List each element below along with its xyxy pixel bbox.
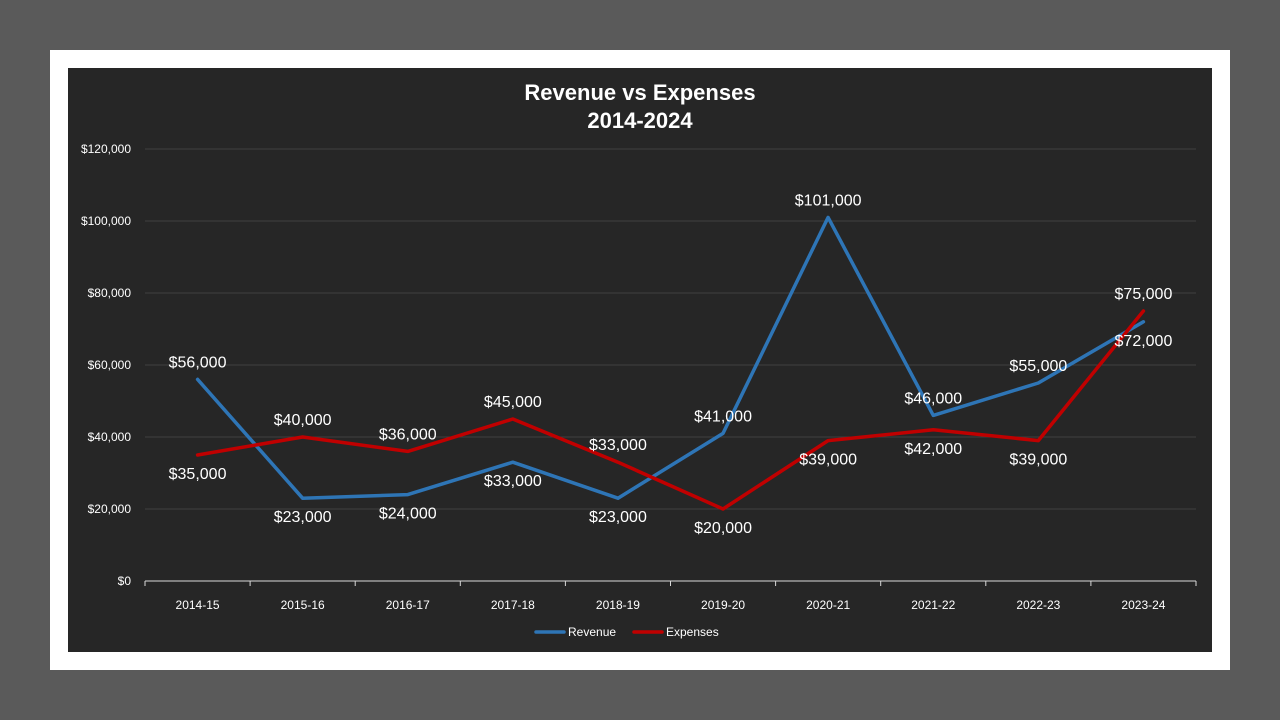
data-label-revenue: $33,000: [484, 473, 542, 490]
x-tick-label: 2023-24: [1121, 598, 1165, 612]
data-label-expenses: $75,000: [1115, 286, 1173, 303]
y-tick-label: $60,000: [88, 358, 132, 372]
data-label-revenue: $41,000: [694, 408, 752, 425]
x-tick-label: 2018-19: [596, 598, 640, 612]
data-label-revenue: $101,000: [795, 192, 862, 209]
data-label-revenue: $24,000: [379, 506, 437, 523]
data-label-expenses: $33,000: [589, 437, 647, 454]
x-tick-label: 2019-20: [701, 598, 745, 612]
data-label-expenses: $35,000: [169, 466, 227, 483]
data-label-revenue: $72,000: [1115, 333, 1173, 350]
data-label-revenue: $23,000: [274, 509, 332, 526]
chart-area: Revenue vs Expenses 2014-2024 $0 $20,000 $…: [68, 68, 1212, 652]
y-tick-label: $120,000: [81, 142, 131, 156]
legend-label-expenses: Expenses: [666, 625, 719, 639]
gridlines: [145, 148, 1196, 510]
y-tick-label: $80,000: [88, 286, 132, 300]
chart-title: Revenue vs Expenses: [524, 80, 755, 105]
series-line-expenses: [195, 309, 1146, 511]
x-tick-label: 2020-21: [806, 598, 850, 612]
series-line-revenue: [195, 215, 1146, 500]
y-axis-ticks: $0 $20,000 $40,000 $60,000 $80,000 $100,000 $1…: [81, 142, 131, 588]
y-tick-label: $0: [118, 574, 132, 588]
legend-label-revenue: Revenue: [568, 625, 616, 639]
chart-frame: Revenue vs Expenses 2014-2024 $0 $20,000 $…: [50, 50, 1230, 670]
data-label-expenses: $40,000: [274, 412, 332, 429]
chart-subtitle: 2014-2024: [587, 108, 693, 133]
x-axis: 2014-15 2015-16 2016-17 2017-18 2018-19 2019-…: [144, 580, 1197, 612]
data-label-expenses: $39,000: [799, 452, 857, 469]
y-tick-label: $40,000: [88, 430, 132, 444]
x-tick-label: 2017-18: [491, 598, 535, 612]
data-label-revenue: $23,000: [589, 509, 647, 526]
y-tick-label: $100,000: [81, 214, 131, 228]
data-labels: $56,000 $23,000 $24,000 $33,000 $23,000 $41,0…: [169, 192, 1173, 537]
data-label-expenses: $20,000: [694, 520, 752, 537]
x-tick-label: 2021-22: [911, 598, 955, 612]
data-label-revenue: $46,000: [904, 390, 962, 407]
data-label-expenses: $36,000: [379, 426, 437, 443]
x-tick-label: 2016-17: [386, 598, 430, 612]
data-label-revenue: $55,000: [1009, 358, 1067, 375]
data-label-expenses: $39,000: [1009, 452, 1067, 469]
line-chart: Revenue vs Expenses 2014-2024 $0$20,000$…: [81, 80, 1197, 639]
data-label-expenses: $45,000: [484, 394, 542, 411]
x-tick-label: 2015-16: [281, 598, 325, 612]
data-label-expenses: $42,000: [904, 441, 962, 458]
x-tick-label: 2014-15: [176, 598, 220, 612]
data-label-revenue: $56,000: [169, 354, 227, 371]
legend: Revenue Expenses: [534, 625, 719, 639]
series-lines: [195, 215, 1146, 511]
x-tick-label: 2022-23: [1016, 598, 1060, 612]
y-tick-label: $20,000: [88, 502, 132, 516]
